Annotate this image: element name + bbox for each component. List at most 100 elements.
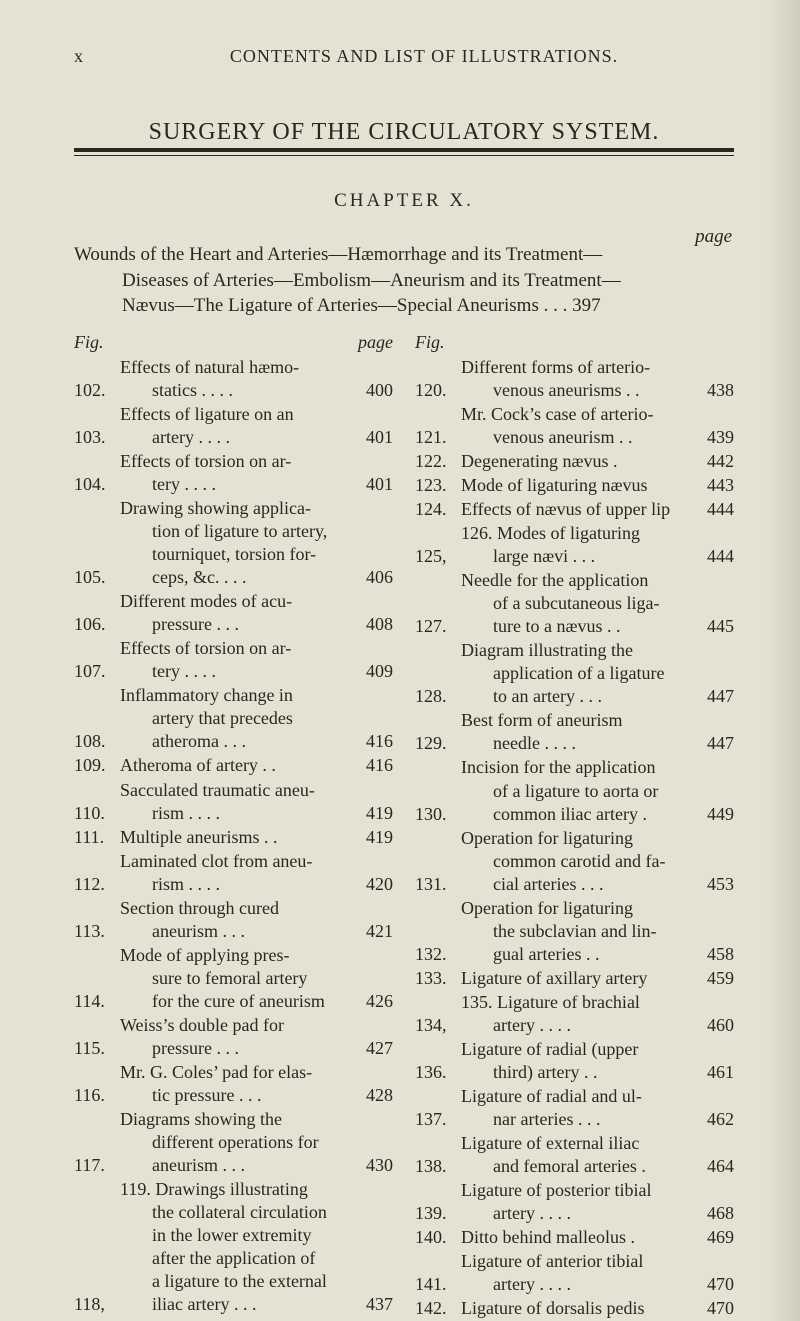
page-edge-shadow <box>765 0 800 1321</box>
entry-text-line: Effects of nævus of upper lip <box>461 498 690 521</box>
entry-page: 444 <box>690 498 734 521</box>
entry-text: 119. Drawings illustratingthe collateral… <box>120 1178 349 1316</box>
fig-label: Fig. <box>415 331 459 354</box>
entry-page: 420 <box>349 873 393 896</box>
entry-text: Diagrams showing thedifferent operations… <box>120 1108 349 1177</box>
entry-page: 464 <box>690 1155 734 1178</box>
entry-page: 400 <box>349 379 393 402</box>
page-col-label: page <box>347 331 393 354</box>
entry-text-line: the subclavian and lin- <box>461 920 690 943</box>
entry-text-line: Ligature of dorsalis pedis <box>461 1297 690 1320</box>
entry-page: 449 <box>690 803 734 826</box>
entry-text-line: cial arteries . . . <box>461 873 690 896</box>
entry-page: 458 <box>690 943 734 966</box>
entry-text-line: Laminated clot from aneu- <box>120 850 349 873</box>
entry-page: 460 <box>690 1014 734 1037</box>
entry-number: 132. <box>415 943 461 966</box>
right-col-head: Fig. <box>415 331 734 354</box>
entry-page: 416 <box>349 754 393 777</box>
entry-text-line: Inflammatory change in <box>120 684 349 707</box>
toc-entry: 114.Mode of applying pres-sure to femora… <box>74 944 393 1013</box>
entry-text-line: artery . . . . <box>461 1014 690 1037</box>
entry-page: 459 <box>690 967 734 990</box>
folio: x <box>74 46 114 67</box>
entry-text-line: tery . . . . <box>120 473 349 496</box>
entry-number: 122. <box>415 450 461 473</box>
right-column: Fig. 120.Different forms of arterio-veno… <box>415 331 734 1321</box>
entry-number: 109. <box>74 754 120 777</box>
entry-text-line: Weiss’s double pad for <box>120 1014 349 1037</box>
toc-entry: 105.Drawing showing applica-tion of liga… <box>74 497 393 589</box>
entry-text-line: 126. Modes of ligaturing <box>461 522 690 545</box>
entry-page: 470 <box>690 1273 734 1296</box>
toc-entry: 123.Mode of ligaturing nævus443 <box>415 474 734 497</box>
entry-number: 121. <box>415 426 461 449</box>
entry-text: Effects of ligature on anartery . . . . <box>120 403 349 449</box>
entry-text: Mode of ligaturing nævus <box>461 474 690 497</box>
section-rule <box>74 148 734 156</box>
entry-text: Incision for the applicationof a ligatur… <box>461 756 690 825</box>
entry-text-line: after the application of <box>120 1247 349 1270</box>
entry-number: 128. <box>415 685 461 708</box>
chapter-description: Wounds of the Heart and Arteries—Hæmorrh… <box>74 242 734 319</box>
toc-entry: 141.Ligature of anterior tibialartery . … <box>415 1250 734 1296</box>
section-title: SURGERY OF THE CIRCULATORY SYSTEM. <box>74 119 734 146</box>
entry-text-line: Section through cured <box>120 897 349 920</box>
toc-entry: 106.Different modes of acu-pressure . . … <box>74 590 393 636</box>
entry-number: 104. <box>74 473 120 496</box>
entry-text-line: artery . . . . <box>120 426 349 449</box>
left-col-head: Fig. page <box>74 331 393 354</box>
toc-entry: 122.Degenerating nævus .442 <box>415 450 734 473</box>
entry-text: Ligature of external iliacand femoral ar… <box>461 1132 690 1178</box>
toc-entry: 128.Diagram illustrating theapplication … <box>415 639 734 708</box>
entry-text-line: Mode of applying pres- <box>120 944 349 967</box>
entry-page: 447 <box>690 685 734 708</box>
entry-text-line: of a subcutaneous liga- <box>461 592 690 615</box>
entry-text-line: 135. Ligature of brachial <box>461 991 690 1014</box>
right-entries: 120.Different forms of arterio-venous an… <box>415 356 734 1320</box>
chapter-desc-line-0: Wounds of the Heart and Arteries—Hæmorrh… <box>74 244 602 265</box>
entry-text-line: common iliac artery . <box>461 803 690 826</box>
entry-text-line: Ligature of posterior tibial <box>461 1179 690 1202</box>
toc-entry: 108.Inflammatory change inartery that pr… <box>74 684 393 753</box>
entry-number: 105. <box>74 566 120 589</box>
entry-text-line: ture to a nævus . . <box>461 615 690 638</box>
toc-entry: 137.Ligature of radial and ul-nar arteri… <box>415 1085 734 1131</box>
entry-number: 130. <box>415 803 461 826</box>
toc-entry: 130.Incision for the applicationof a lig… <box>415 756 734 825</box>
entry-page: 401 <box>349 426 393 449</box>
entry-text: Operation for ligaturingthe subclavian a… <box>461 897 690 966</box>
entry-number: 111. <box>74 826 120 849</box>
entry-page: 453 <box>690 873 734 896</box>
toc-entry: 129.Best form of aneurismneedle . . . .4… <box>415 709 734 755</box>
toc-entry: 116.Mr. G. Coles’ pad for elas-tic press… <box>74 1061 393 1107</box>
entry-number: 114. <box>74 990 120 1013</box>
entry-text-line: sure to femoral artery <box>120 967 349 990</box>
entry-text-line: gual arteries . . <box>461 943 690 966</box>
entry-number: 133. <box>415 967 461 990</box>
toc-entry: 112.Laminated clot from aneu-rism . . . … <box>74 850 393 896</box>
left-entries: 102.Effects of natural hæmo-statics . . … <box>74 356 393 1316</box>
entry-text-line: tion of ligature to artery, <box>120 520 349 543</box>
entry-number: 125, <box>415 545 461 568</box>
entry-page: 437 <box>349 1293 393 1316</box>
entry-page: 444 <box>690 545 734 568</box>
entry-number: 117. <box>74 1154 120 1177</box>
entry-text-line: Ditto behind malleolus . <box>461 1226 690 1249</box>
entry-text: Operation for ligaturingcommon carotid a… <box>461 827 690 896</box>
entry-page: 447 <box>690 732 734 755</box>
toc-entry: 124.Effects of nævus of upper lip444 <box>415 498 734 521</box>
entry-page: 428 <box>349 1084 393 1107</box>
toc-entry: 109.Atheroma of artery . .416 <box>74 754 393 777</box>
toc-entry: 102.Effects of natural hæmo-statics . . … <box>74 356 393 402</box>
entry-text: Ligature of axillary artery <box>461 967 690 990</box>
entry-text-line: common carotid and fa- <box>461 850 690 873</box>
entry-text-line: 119. Drawings illustrating <box>120 1178 349 1201</box>
entry-number: 107. <box>74 660 120 683</box>
entry-number: 129. <box>415 732 461 755</box>
toc-entry: 120.Different forms of arterio-venous an… <box>415 356 734 402</box>
entry-number: 123. <box>415 474 461 497</box>
toc-entry: 104.Effects of torsion on ar-tery . . . … <box>74 450 393 496</box>
entry-text-line: tery . . . . <box>120 660 349 683</box>
entry-number: 120. <box>415 379 461 402</box>
